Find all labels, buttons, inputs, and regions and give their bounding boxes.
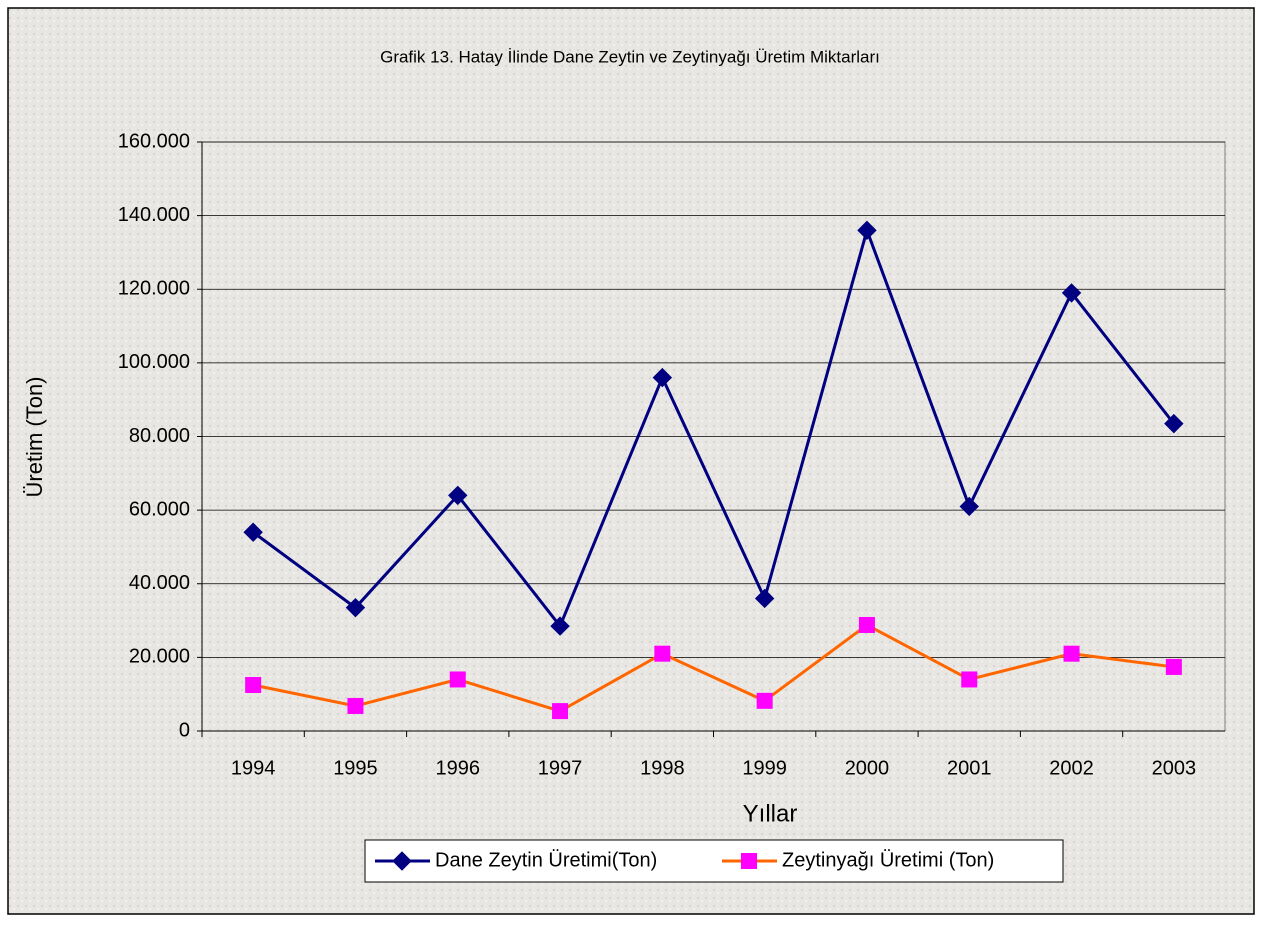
point [1063,645,1080,662]
point [345,597,366,618]
point [857,220,877,241]
x-tick-label: 1998 [640,757,685,779]
x-tick-label: 2003 [1152,757,1197,779]
series-line [252,225,1176,630]
point [448,485,468,506]
x-tick-label: 2002 [1049,757,1094,779]
x-axis-label: Yıllar [743,800,798,827]
point [550,616,570,636]
legend-label: Zeytinyağı Üretimi (Ton) [782,849,994,871]
legend-marker [392,851,412,871]
x-tick-label: 1994 [231,757,276,779]
y-tick-label: 40.000 [129,572,190,594]
y-tick-label: 100.000 [118,351,190,373]
x-tick-label: 2001 [947,757,992,779]
point [245,676,262,693]
series-line [252,623,1175,713]
point [961,671,978,688]
x-tick-label: 1995 [333,757,378,779]
x-tick-label: 1999 [742,757,787,779]
point [754,588,775,609]
chart-background [7,7,1255,915]
point [1061,283,1082,303]
x-tick-label: 1997 [538,757,583,779]
point [243,522,263,542]
point [652,367,673,388]
y-tick-label: 160.000 [118,130,190,152]
y-tick-label: 80.000 [129,425,190,447]
chart-title: Grafik 13. Hatay İlinde Dane Zeytin ve Z… [380,47,880,66]
point [552,703,569,720]
y-tick-label: 0 [179,719,190,741]
y-axis-label: Üretim (Ton) [22,376,47,497]
y-tick-label: 20.000 [129,646,190,668]
point [654,645,671,662]
point [347,697,364,714]
x-tick-label: 1996 [436,757,481,779]
y-tick-label: 60.000 [129,498,190,520]
legend-label: Dane Zeytin Üretimi(Ton) [435,849,657,871]
legend-marker [741,853,757,869]
point [1164,413,1184,434]
point [449,671,466,688]
point [858,616,875,633]
point [1165,658,1182,675]
x-tick-label: 2000 [845,757,890,779]
y-tick-label: 140.000 [118,204,190,226]
y-tick-label: 120.000 [118,278,190,300]
point [756,692,773,709]
legend-box [364,839,1064,883]
point [959,496,979,517]
